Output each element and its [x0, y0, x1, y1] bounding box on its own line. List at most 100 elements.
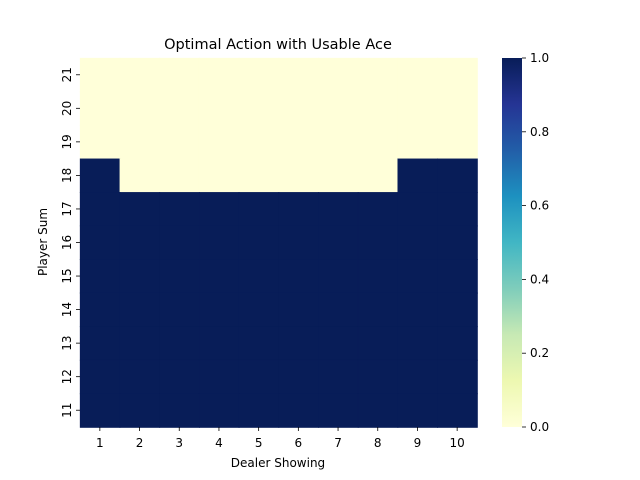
heatmap-cell: [357, 158, 399, 193]
heatmap-cell: [119, 359, 161, 395]
heatmap-cell: [238, 259, 280, 294]
y-tick-label: 21: [60, 67, 74, 82]
x-axis-label: Dealer Showing: [231, 456, 325, 470]
heatmap-cell: [318, 158, 359, 193]
heatmap-cell: [79, 158, 121, 193]
heatmap-cell: [79, 359, 121, 395]
heatmap-cell: [437, 393, 478, 428]
heatmap-cell: [278, 326, 319, 361]
colorbar-tick-label: 1.0: [530, 51, 549, 65]
heatmap-cell: [278, 57, 319, 93]
heatmap-cell: [198, 259, 240, 294]
colorbar-tick-label: 0.4: [530, 272, 549, 286]
heatmap-cell: [159, 326, 200, 361]
heatmap-cells: [79, 57, 478, 428]
x-tick-label: 6: [295, 436, 303, 450]
heatmap-cell: [318, 393, 359, 428]
y-tick-label: 18: [60, 168, 74, 183]
heatmap-cell: [397, 57, 439, 93]
heatmap-cell: [278, 225, 319, 261]
y-tick-label: 17: [60, 201, 74, 216]
heatmap-cell: [357, 225, 399, 261]
heatmap-cell: [437, 359, 478, 395]
x-tick-label: 3: [175, 436, 183, 450]
heatmap-cell: [79, 192, 121, 227]
heatmap-cell: [238, 359, 280, 395]
heatmap-cell: [318, 225, 359, 261]
heatmap-cell: [198, 393, 240, 428]
heatmap-cell: [278, 158, 319, 193]
heatmap-cell: [159, 124, 200, 160]
heatmap-cell: [357, 259, 399, 294]
heatmap-cell: [357, 359, 399, 395]
heatmap-cell: [119, 158, 161, 193]
y-tick-label: 12: [60, 369, 74, 384]
heatmap-cell: [119, 292, 161, 328]
heatmap-cell: [278, 124, 319, 160]
heatmap-cell: [397, 259, 439, 294]
y-tick-label: 20: [60, 101, 74, 116]
heatmap-cell: [318, 326, 359, 361]
heatmap-cell: [159, 225, 200, 261]
x-tick-label: 5: [255, 436, 263, 450]
heatmap-cell: [437, 326, 478, 361]
heatmap-cell: [119, 91, 161, 126]
heatmap-cell: [238, 292, 280, 328]
heatmap-cell: [79, 225, 121, 261]
x-tick-label: 7: [334, 436, 342, 450]
x-tick-label: 9: [414, 436, 422, 450]
heatmap-cell: [278, 393, 319, 428]
heatmap-cell: [119, 57, 161, 93]
heatmap-cell: [119, 124, 161, 160]
heatmap-cell: [437, 91, 478, 126]
heatmap-cell: [238, 57, 280, 93]
heatmap-cell: [119, 259, 161, 294]
heatmap-cell: [79, 292, 121, 328]
heatmap-cell: [278, 259, 319, 294]
heatmap-cell: [198, 192, 240, 227]
y-tick-label: 11: [60, 403, 74, 418]
heatmap-cell: [238, 124, 280, 160]
heatmap-cell: [79, 259, 121, 294]
chart-title: Optimal Action with Usable Ace: [164, 37, 392, 53]
heatmap-cell: [198, 225, 240, 261]
heatmap-cell: [397, 124, 439, 160]
heatmap-cell: [437, 225, 478, 261]
heatmap-cell: [278, 292, 319, 328]
heatmap-cell: [159, 192, 200, 227]
heatmap-cell: [79, 57, 121, 93]
colorbar-tick-label: 0.2: [530, 346, 549, 360]
heatmap-cell: [437, 57, 478, 93]
heatmap-cell: [198, 124, 240, 160]
heatmap-cell: [357, 326, 399, 361]
heatmap-cell: [437, 124, 478, 160]
heatmap-cell: [119, 393, 161, 428]
heatmap-cell: [318, 192, 359, 227]
y-axis-ticks: 21 20 19 18 17 16 15 14 13 12 11: [60, 67, 80, 418]
heatmap-cell: [159, 259, 200, 294]
heatmap-cell: [198, 57, 240, 93]
y-tick-label: 15: [60, 268, 74, 283]
colorbar-tick-label: 0.6: [530, 199, 549, 213]
heatmap-cell: [238, 91, 280, 126]
x-tick-label: 2: [136, 436, 144, 450]
heatmap-cell: [397, 393, 439, 428]
heatmap-cell: [278, 91, 319, 126]
heatmap-cell: [79, 91, 121, 126]
heatmap-cell: [159, 57, 200, 93]
heatmap-cell: [397, 359, 439, 395]
heatmap-cell: [238, 326, 280, 361]
heatmap-cell: [437, 292, 478, 328]
heatmap-cell: [238, 192, 280, 227]
heatmap-cell: [357, 124, 399, 160]
heatmap-cell: [437, 158, 478, 193]
heatmap-cell: [357, 57, 399, 93]
heatmap-cell: [119, 192, 161, 227]
heatmap-cell: [159, 292, 200, 328]
y-tick-label: 16: [60, 235, 74, 250]
heatmap-cell: [278, 359, 319, 395]
heatmap-cell: [198, 326, 240, 361]
heatmap-cell: [357, 192, 399, 227]
heatmap-cell: [397, 91, 439, 126]
